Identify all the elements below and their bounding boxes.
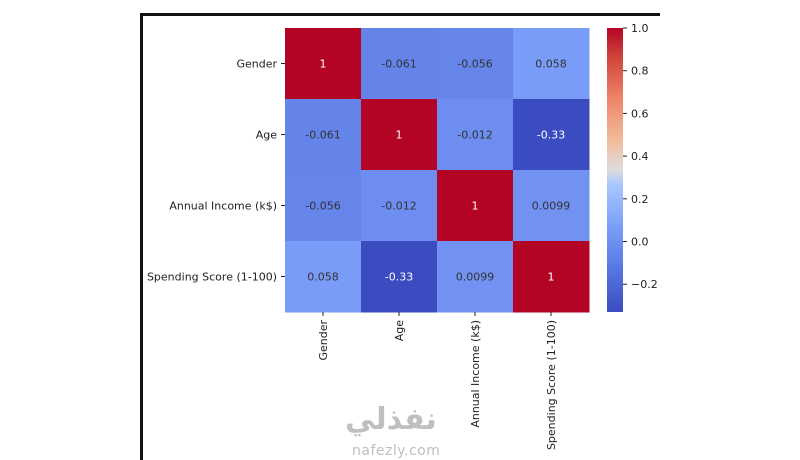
- colorbar-tick-label-6: −0.2: [631, 278, 658, 291]
- cell-value-3-1: -0.33: [385, 271, 413, 284]
- heatmap-cell-1-1: [361, 99, 438, 171]
- colorbar-tick-label-1: 0.8: [631, 65, 649, 78]
- figure-frame-left: [140, 13, 143, 460]
- heatmap-cell-3-0: [285, 241, 362, 313]
- heatmap-cell-2-1: [361, 170, 438, 242]
- x-tick-label-1: Age: [393, 320, 406, 342]
- x-tick-label-3: Spending Score (1-100): [545, 320, 558, 450]
- cell-value-2-0: -0.056: [305, 200, 340, 213]
- heatmap-cell-2-3: [513, 170, 590, 242]
- heatmap-cell-2-2: [437, 170, 514, 242]
- colorbar-tick-label-5: 0.0: [631, 236, 649, 249]
- heatmap-cell-0-0: [285, 28, 362, 100]
- cell-value-1-3: -0.33: [537, 129, 565, 142]
- heatmap-cell-1-3: [513, 99, 590, 171]
- cell-value-3-2: 0.0099: [456, 271, 495, 284]
- cell-value-1-1: 1: [396, 129, 403, 142]
- y-tick-label-1: Age: [256, 129, 278, 142]
- heatmap-cell-3-1: [361, 241, 438, 313]
- x-tick-label-0: Gender: [317, 320, 330, 361]
- heatmap-cell-0-1: [361, 28, 438, 100]
- heatmap-cell-1-0: [285, 99, 362, 171]
- heatmap-cell-2-0: [285, 170, 362, 242]
- cell-value-0-3: 0.058: [535, 58, 567, 71]
- heatmap-cell-3-3: [513, 241, 590, 313]
- watermark-url: nafezly.com: [352, 443, 441, 459]
- cell-value-2-1: -0.012: [381, 200, 416, 213]
- heatmap-cell-3-2: [437, 241, 514, 313]
- cell-value-2-2: 1: [472, 200, 479, 213]
- figure-frame-top: [140, 13, 660, 16]
- colorbar-tick-label-3: 0.4: [631, 150, 649, 163]
- cell-value-3-3: 1: [548, 271, 555, 284]
- cell-value-2-3: 0.0099: [532, 200, 571, 213]
- colorbar: [607, 28, 623, 312]
- watermark-arabic: نفذلي: [345, 402, 437, 437]
- y-tick-label-3: Spending Score (1-100): [147, 271, 277, 284]
- colorbar-tick-label-0: 1.0: [631, 22, 649, 35]
- cell-value-1-0: -0.061: [305, 129, 340, 142]
- heatmap-cell-1-2: [437, 99, 514, 171]
- cell-value-0-2: -0.056: [457, 58, 492, 71]
- cell-value-0-0: 1: [320, 58, 327, 71]
- y-tick-label-2: Annual Income (k$): [169, 200, 277, 213]
- x-tick-label-2: Annual Income (k$): [469, 320, 482, 428]
- cell-value-3-0: 0.058: [307, 271, 339, 284]
- heatmap-cell-0-3: [513, 28, 590, 100]
- cell-value-0-1: -0.061: [381, 58, 416, 71]
- heatmap-cell-0-2: [437, 28, 514, 100]
- colorbar-tick-label-2: 0.6: [631, 107, 649, 120]
- y-tick-label-0: Gender: [236, 58, 277, 71]
- cell-value-1-2: -0.012: [457, 129, 492, 142]
- colorbar-tick-label-4: 0.2: [631, 193, 649, 206]
